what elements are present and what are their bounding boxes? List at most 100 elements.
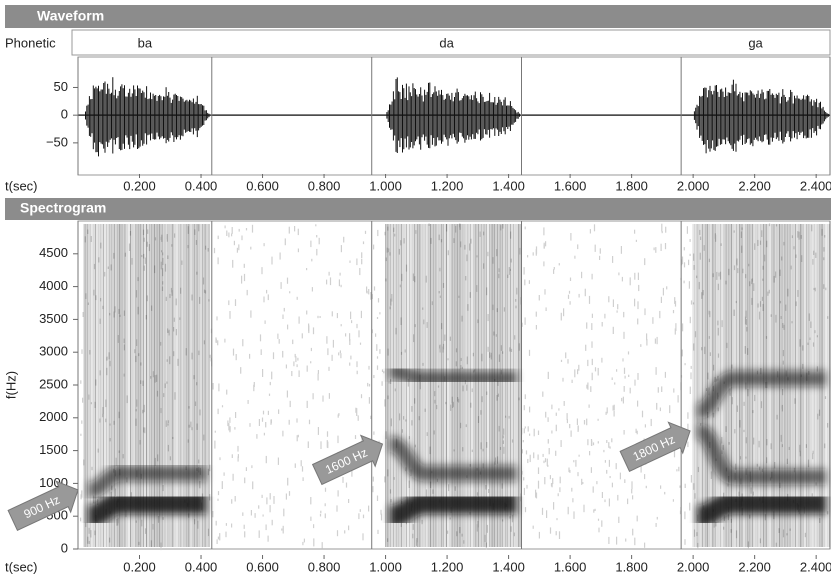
- noise-speck: [570, 278, 571, 282]
- noise-speck: [242, 512, 243, 516]
- noise-speck: [349, 261, 350, 263]
- x-tick-label: 2.000: [677, 559, 710, 574]
- y-tick-label: 0: [61, 107, 68, 122]
- noise-speck: [586, 385, 587, 389]
- noise-speck: [548, 439, 549, 444]
- noise-speck: [665, 227, 666, 233]
- noise-speck: [219, 533, 220, 540]
- noise-speck: [622, 277, 623, 282]
- noise-speck: [560, 477, 561, 484]
- noise-speck: [225, 226, 226, 229]
- noise-speck: [570, 301, 571, 305]
- noise-speck: [592, 373, 593, 381]
- noise-speck: [605, 460, 606, 463]
- noise-speck: [256, 434, 257, 439]
- noise-speck: [559, 531, 560, 539]
- y-tick-label: −50: [46, 134, 68, 149]
- y-tick-label: 50: [54, 79, 68, 94]
- noise-speck: [361, 259, 362, 265]
- noise-speck: [339, 279, 340, 286]
- noise-speck: [558, 408, 559, 410]
- noise-speck: [378, 298, 379, 302]
- noise-speck: [575, 460, 576, 467]
- noise-speck: [284, 308, 285, 312]
- noise-speck: [358, 330, 359, 337]
- noise-speck: [687, 442, 688, 448]
- noise-speck: [631, 481, 632, 489]
- noise-speck: [582, 482, 583, 484]
- noise-speck: [608, 442, 609, 448]
- noise-speck: [279, 339, 280, 344]
- x-tick-label: 2.200: [738, 559, 771, 574]
- noise-speck: [636, 240, 637, 242]
- noise-speck: [591, 341, 592, 347]
- noise-speck: [326, 336, 327, 344]
- noise-speck: [616, 537, 617, 545]
- noise-speck: [673, 388, 674, 392]
- noise-speck: [523, 477, 524, 480]
- noise-speck: [586, 419, 587, 426]
- noise-speck: [286, 365, 287, 369]
- noise-speck: [559, 263, 560, 265]
- noise-speck: [642, 411, 643, 418]
- noise-speck: [298, 249, 299, 253]
- noise-speck: [283, 526, 284, 534]
- noise-speck: [586, 322, 587, 328]
- noise-speck: [226, 523, 227, 526]
- noise-speck: [262, 418, 263, 422]
- noise-speck: [342, 477, 343, 483]
- noise-speck: [282, 431, 283, 437]
- noise-speck: [690, 239, 691, 242]
- noise-speck: [638, 273, 639, 280]
- noise-speck: [620, 473, 621, 480]
- noise-speck: [637, 431, 638, 435]
- noise-speck: [687, 412, 688, 419]
- noise-speck: [318, 370, 319, 374]
- noise-speck: [299, 370, 300, 377]
- noise-speck: [606, 412, 607, 415]
- noise-speck: [550, 527, 551, 533]
- noise-speck: [254, 382, 255, 387]
- noise-speck: [656, 367, 657, 375]
- noise-speck: [265, 320, 266, 324]
- noise-speck: [83, 312, 84, 317]
- noise-speck: [340, 350, 341, 353]
- noise-speck: [365, 231, 366, 234]
- noise-speck: [218, 491, 219, 495]
- noise-speck: [287, 278, 288, 284]
- noise-speck: [273, 496, 274, 504]
- noise-speck: [262, 495, 263, 498]
- noise-speck: [81, 420, 82, 423]
- noise-speck: [382, 381, 383, 386]
- noise-speck: [244, 264, 245, 268]
- noise-speck: [634, 299, 635, 307]
- noise-speck: [356, 408, 357, 416]
- noise-speck: [357, 371, 358, 375]
- noise-speck: [297, 364, 298, 367]
- noise-speck: [640, 344, 641, 347]
- noise-speck: [590, 229, 591, 233]
- noise-speck: [320, 441, 321, 449]
- noise-speck: [621, 246, 622, 254]
- phonetic-label: Phonetic: [5, 35, 56, 50]
- noise-speck: [632, 495, 633, 499]
- y-tick-label: 4500: [39, 245, 68, 260]
- x-tick-label: 0.800: [308, 178, 341, 193]
- noise-speck: [529, 280, 530, 284]
- noise-speck: [258, 505, 259, 508]
- x-tick-label: 0.200: [123, 559, 156, 574]
- noise-speck: [646, 333, 647, 340]
- noise-speck: [244, 478, 245, 484]
- noise-speck: [637, 516, 638, 522]
- noise-speck: [228, 423, 229, 430]
- noise-speck: [598, 528, 599, 533]
- noise-speck: [530, 455, 531, 462]
- x-tick-label: 0.200: [123, 178, 156, 193]
- x-tick-label: 0.400: [185, 178, 218, 193]
- noise-speck: [661, 244, 662, 251]
- noise-speck: [564, 401, 565, 406]
- noise-speck: [307, 401, 308, 408]
- noise-speck: [286, 494, 287, 500]
- noise-speck: [302, 466, 303, 471]
- noise-speck: [238, 454, 239, 458]
